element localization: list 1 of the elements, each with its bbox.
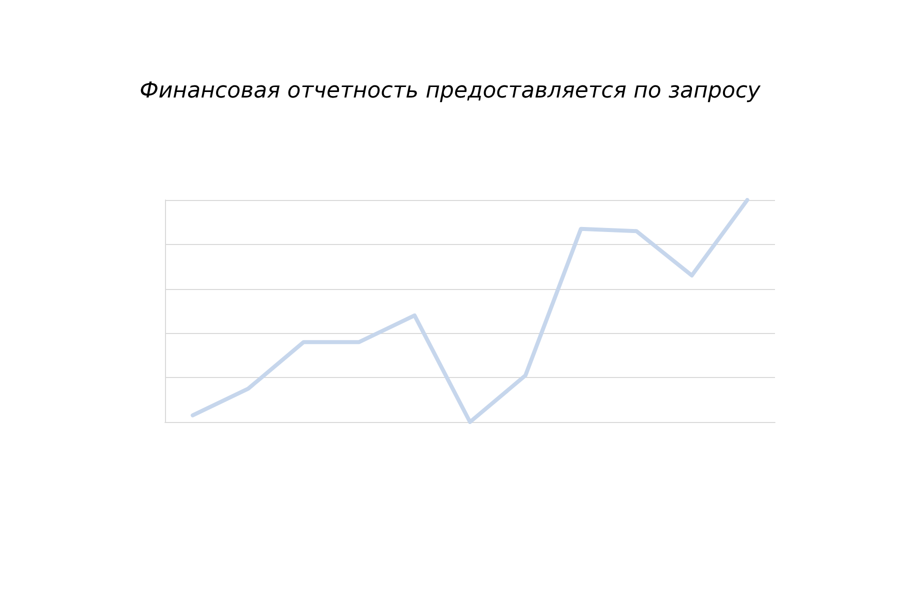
chart-title: Финансовая отчетность предоставляется по запросу: [140, 78, 762, 104]
